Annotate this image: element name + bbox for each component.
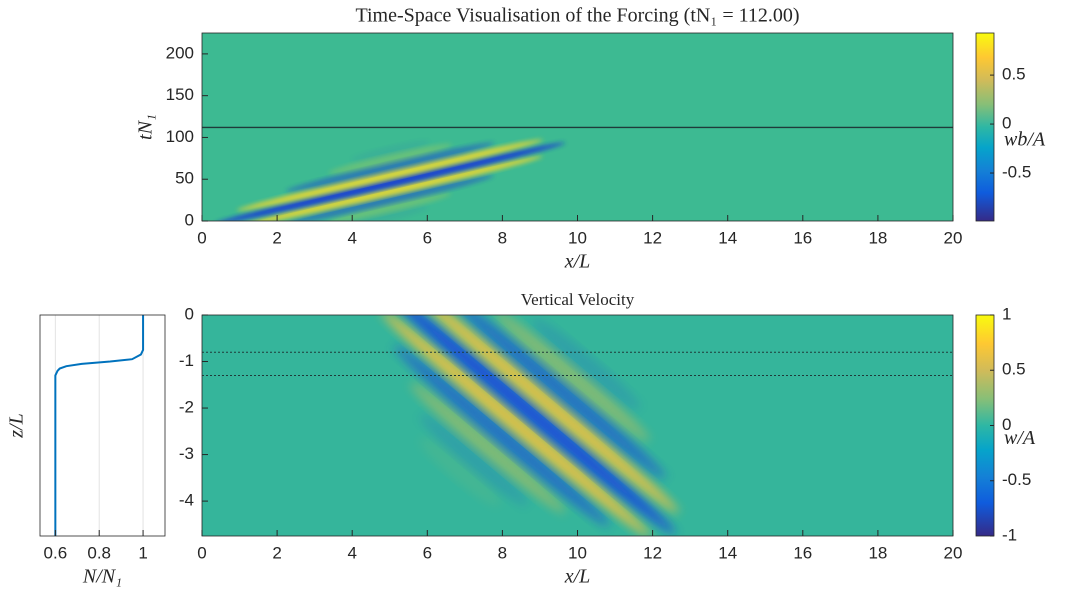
x-tick-label: 4	[347, 228, 356, 247]
x-axis-label: N/N₁	[82, 566, 122, 588]
colorbar-tick-label: 0	[1002, 415, 1011, 434]
field-blob	[328, 143, 453, 174]
y-tick-label: -2	[179, 398, 194, 417]
y-tick-label: -3	[179, 444, 194, 463]
colorbar	[975, 32, 995, 222]
field-blob	[350, 140, 430, 161]
field-blob	[494, 315, 650, 442]
x-tick-label: 0	[197, 228, 206, 247]
x-tick-label: 6	[423, 228, 432, 247]
x-tick-label: 0.6	[44, 543, 68, 562]
heatmap	[202, 33, 953, 221]
chart-title: Vertical Velocity	[521, 290, 635, 309]
field-blob	[531, 318, 641, 410]
colorbar-tick-label: 0	[1002, 114, 1011, 133]
heatmap	[202, 315, 953, 536]
field-blob	[419, 437, 501, 507]
field-blob	[285, 142, 495, 192]
colorbar-tick-label: 0.5	[1002, 65, 1026, 84]
colorbar-tick-label: -1	[1002, 525, 1017, 544]
x-tick-label: 10	[568, 228, 587, 247]
field-blob	[285, 175, 494, 221]
field-blob	[236, 156, 543, 221]
y-tick-label: 200	[166, 43, 194, 62]
x-tick-label: 20	[944, 543, 963, 562]
x-axis-label: x/L	[564, 566, 591, 588]
x-tick-label: 1	[138, 543, 147, 562]
x-tick-label: 8	[498, 543, 507, 562]
y-tick-label: 150	[166, 85, 194, 104]
x-tick-label: 16	[793, 543, 812, 562]
field-blob	[419, 414, 529, 506]
y-axis-label: tN₁	[135, 114, 157, 140]
x-tick-label: 12	[643, 543, 662, 562]
x-tick-label: 18	[868, 228, 887, 247]
field-blob	[394, 345, 610, 527]
x-tick-label: 8	[498, 228, 507, 247]
profile-line	[54, 315, 145, 536]
x-tick-label: 6	[423, 543, 432, 562]
y-tick-label: -1	[179, 351, 194, 370]
x-tick-label: 0.8	[87, 543, 111, 562]
x-tick-label: 2	[272, 543, 281, 562]
x-tick-label: 18	[868, 543, 887, 562]
colorbar-label: w/A	[1004, 427, 1036, 449]
x-tick-label: 4	[347, 543, 356, 562]
x-tick-label: 0	[197, 543, 206, 562]
field-blob	[450, 315, 666, 479]
x-tick-label: 12	[643, 228, 662, 247]
y-tick-label: 0	[185, 304, 194, 323]
field-blob	[381, 315, 651, 536]
x-tick-label: 20	[944, 228, 963, 247]
y-tick-label: 50	[175, 169, 194, 188]
field-blob	[214, 142, 566, 221]
field-blob	[236, 139, 543, 211]
field-blob	[349, 206, 429, 221]
x-tick-label: 14	[718, 228, 737, 247]
y-tick-label: 0	[185, 210, 194, 229]
y-tick-label: 100	[166, 127, 194, 146]
field-blob	[409, 315, 679, 514]
field-blob	[384, 315, 676, 535]
x-tick-label: 10	[568, 543, 587, 562]
field-blob	[410, 382, 566, 514]
colorbar-tick-label: 1	[1002, 304, 1011, 323]
colorbar-label: wb/A	[1004, 129, 1046, 151]
x-tick-label: 14	[718, 543, 737, 562]
field-blob	[327, 193, 452, 221]
x-axis-label: x/L	[564, 251, 591, 273]
x-tick-label: 2	[272, 228, 281, 247]
colorbar-tick-label: -0.5	[1002, 470, 1031, 489]
y-axis-label: z/L	[6, 413, 28, 438]
chart-title: Time-Space Visualisation of the Forcing …	[355, 5, 799, 27]
axes-box	[39, 314, 166, 537]
x-tick-label: 16	[793, 228, 812, 247]
colorbar-tick-label: 0.5	[1002, 360, 1026, 379]
colorbar-tick-label: -0.5	[1002, 163, 1031, 182]
y-tick-label: -4	[179, 491, 194, 510]
